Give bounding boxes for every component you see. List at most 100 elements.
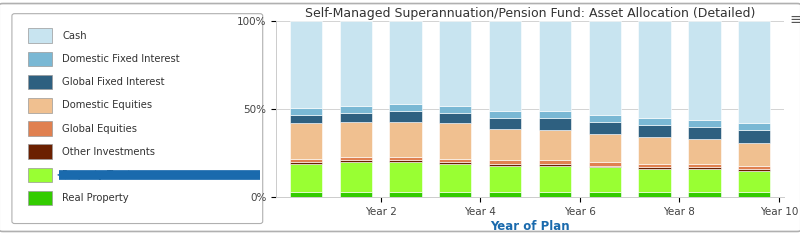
Bar bbox=[638, 164, 670, 167]
Bar bbox=[339, 157, 372, 160]
Bar bbox=[489, 160, 522, 164]
Bar bbox=[28, 121, 51, 136]
Bar bbox=[489, 118, 522, 129]
Bar bbox=[638, 21, 670, 118]
Bar bbox=[390, 157, 422, 160]
Bar bbox=[439, 164, 471, 192]
Bar bbox=[290, 162, 322, 164]
Bar bbox=[489, 21, 522, 111]
FancyBboxPatch shape bbox=[12, 14, 262, 223]
Bar bbox=[439, 123, 471, 159]
Bar bbox=[439, 21, 471, 106]
Bar bbox=[489, 129, 522, 160]
Bar bbox=[28, 75, 51, 90]
Bar bbox=[28, 168, 51, 182]
Bar bbox=[638, 192, 670, 197]
Bar bbox=[489, 166, 522, 192]
Bar bbox=[339, 122, 372, 157]
Bar bbox=[290, 192, 322, 197]
Bar bbox=[439, 159, 471, 162]
Bar bbox=[489, 192, 522, 197]
Bar bbox=[290, 123, 322, 159]
Bar bbox=[688, 164, 721, 167]
Bar bbox=[439, 113, 471, 123]
Bar bbox=[738, 166, 770, 169]
Bar bbox=[589, 122, 621, 134]
Text: Domestic Equities: Domestic Equities bbox=[62, 100, 152, 110]
Bar bbox=[738, 171, 770, 192]
Bar bbox=[390, 122, 422, 157]
Bar bbox=[589, 134, 621, 162]
Bar bbox=[638, 125, 670, 137]
Text: Global Fixed Interest: Global Fixed Interest bbox=[62, 77, 165, 87]
Bar bbox=[390, 21, 422, 104]
Bar bbox=[638, 118, 670, 125]
Bar bbox=[290, 115, 322, 123]
Bar bbox=[489, 164, 522, 166]
Bar bbox=[538, 166, 571, 192]
Bar bbox=[538, 111, 571, 118]
Title: Self-Managed Superannuation/Pension Fund: Asset Allocation (Detailed): Self-Managed Superannuation/Pension Fund… bbox=[305, 7, 755, 20]
Bar bbox=[638, 167, 670, 169]
Bar bbox=[538, 192, 571, 197]
Bar bbox=[538, 21, 571, 111]
Bar bbox=[28, 98, 51, 113]
Bar bbox=[28, 28, 51, 43]
Text: Cash: Cash bbox=[62, 31, 86, 41]
Bar bbox=[688, 120, 721, 127]
X-axis label: Year of Plan: Year of Plan bbox=[490, 220, 570, 233]
Bar bbox=[339, 113, 372, 122]
Bar bbox=[390, 192, 422, 197]
Bar bbox=[589, 166, 621, 167]
Bar bbox=[538, 160, 571, 164]
Bar bbox=[439, 192, 471, 197]
Bar bbox=[290, 164, 322, 192]
Bar bbox=[28, 191, 51, 205]
Bar bbox=[390, 111, 422, 122]
Bar bbox=[589, 115, 621, 122]
Bar bbox=[688, 192, 721, 197]
Bar bbox=[28, 145, 51, 159]
Bar bbox=[589, 192, 621, 197]
Text: Other Investments: Other Investments bbox=[62, 147, 155, 157]
Bar bbox=[688, 21, 721, 120]
Bar bbox=[738, 169, 770, 171]
Bar bbox=[439, 162, 471, 164]
Bar bbox=[738, 192, 770, 197]
Bar bbox=[688, 139, 721, 164]
Bar bbox=[489, 111, 522, 118]
Text: Global Equities: Global Equities bbox=[62, 124, 137, 133]
Bar bbox=[538, 118, 571, 130]
Text: Domestic Fixed Interest: Domestic Fixed Interest bbox=[62, 54, 180, 64]
Bar bbox=[390, 160, 422, 162]
Bar bbox=[688, 127, 721, 139]
Bar bbox=[688, 169, 721, 192]
Bar bbox=[390, 162, 422, 192]
Text: Real Property: Real Property bbox=[62, 193, 129, 203]
Bar bbox=[738, 21, 770, 123]
Bar bbox=[339, 192, 372, 197]
Bar bbox=[638, 169, 670, 192]
Bar bbox=[339, 162, 372, 192]
Bar bbox=[589, 21, 621, 115]
Bar bbox=[589, 167, 621, 192]
Bar bbox=[439, 106, 471, 113]
Bar bbox=[688, 167, 721, 169]
FancyBboxPatch shape bbox=[0, 4, 800, 231]
Bar bbox=[339, 160, 372, 162]
Bar bbox=[638, 137, 670, 164]
Bar bbox=[290, 21, 322, 107]
Bar bbox=[290, 159, 322, 162]
Bar bbox=[738, 143, 770, 166]
Bar bbox=[290, 108, 322, 115]
Bar bbox=[339, 21, 372, 106]
Bar bbox=[589, 162, 621, 166]
Bar bbox=[738, 123, 770, 130]
Bar bbox=[339, 106, 372, 113]
Bar bbox=[738, 130, 770, 143]
Bar bbox=[28, 52, 51, 66]
Text: ≡: ≡ bbox=[789, 12, 800, 27]
Bar bbox=[390, 104, 422, 111]
Text: Property Trusts: Property Trusts bbox=[62, 170, 137, 180]
Bar bbox=[538, 130, 571, 160]
